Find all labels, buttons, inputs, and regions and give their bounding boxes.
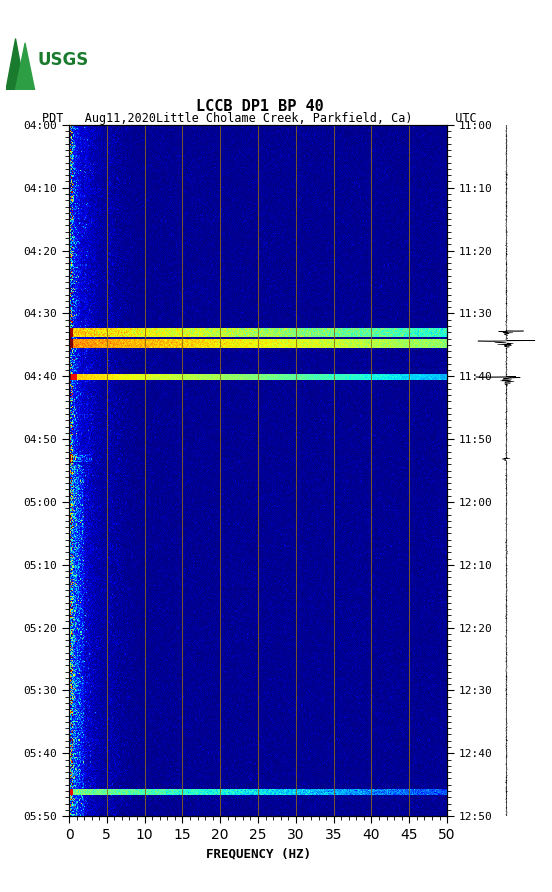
- X-axis label: FREQUENCY (HZ): FREQUENCY (HZ): [205, 847, 311, 861]
- Text: USGS: USGS: [37, 51, 88, 70]
- Text: PDT   Aug11,2020Little Cholame Creek, Parkfield, Ca)      UTC: PDT Aug11,2020Little Cholame Creek, Park…: [42, 112, 477, 125]
- Text: LCCB DP1 BP 40: LCCB DP1 BP 40: [195, 99, 323, 114]
